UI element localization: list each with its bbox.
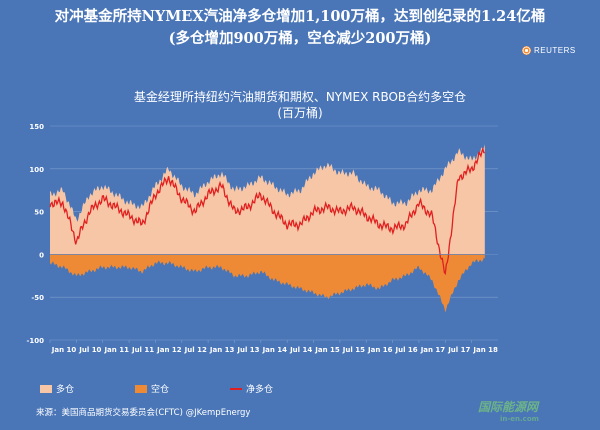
chart-subtitle: (百万桶)	[277, 106, 323, 120]
watermark-main: 国际能源网	[478, 400, 539, 414]
y-tick-label: 50	[34, 209, 44, 217]
series-net-line	[49, 146, 485, 276]
x-tick-label: Jul 16	[395, 346, 418, 354]
x-tick-label: Jan 14	[262, 346, 288, 354]
x-tick-label: Jan 11	[103, 346, 129, 354]
legend-label-net: 净多仓	[246, 385, 274, 395]
reuters-dot-logo-icon	[522, 46, 531, 55]
y-tick-label: -100	[26, 337, 44, 345]
y-tick-label: -50	[31, 294, 44, 302]
chart-title: 基金经理所持纽约汽油期货和期权、NYMEX RBOB合约多空仓	[133, 90, 467, 104]
x-tick-label: Jul 14	[289, 346, 312, 354]
headline: 对冲基金所持NYMEX汽油净多仓增加1,100万桶，达到创纪录的1.24亿桶 (…	[0, 6, 600, 50]
x-tick-label: Jul 11	[131, 346, 154, 354]
x-tick-label: Jan 16	[367, 346, 393, 354]
watermark-sub: in-en.com	[500, 415, 539, 423]
x-tick-label: Jul 13	[236, 346, 259, 354]
x-tick-label: Jul 15	[342, 346, 365, 354]
source-note: 来源：美国商品期货交易委员会(CFTC) @JKempEnergy	[36, 408, 251, 418]
legend-item-net: 净多仓	[230, 382, 325, 395]
y-tick-label: 0	[39, 251, 44, 259]
x-tick-label: Jan 15	[314, 346, 340, 354]
x-tick-label: Jan 12	[156, 346, 182, 354]
watermark: 国际能源网 in-en.com	[478, 398, 539, 423]
x-tick-label: Jan 17	[420, 346, 446, 354]
legend-swatch-net	[230, 387, 242, 390]
legend: 多仓 空仓 净多仓	[40, 382, 325, 395]
x-tick-label: Jan 18	[472, 346, 498, 354]
legend-swatch-short	[135, 384, 147, 393]
brand-logo: REUTERS	[522, 46, 576, 55]
x-tick-label: Jul 12	[184, 346, 207, 354]
y-tick-label: 150	[29, 123, 44, 131]
x-tick-label: Jul 10	[78, 346, 101, 354]
brand-name: REUTERS	[534, 46, 576, 55]
x-tick-label: Jan 10	[51, 346, 77, 354]
headline-line-1: 对冲基金所持NYMEX汽油净多仓增加1,100万桶，达到创纪录的1.24亿桶	[54, 8, 546, 25]
series-short-area	[50, 254, 485, 313]
legend-label-long: 多仓	[56, 385, 75, 395]
legend-label-short: 空仓	[151, 385, 170, 395]
x-tick-label: Jul 17	[447, 346, 470, 354]
y-tick-label: 100	[29, 166, 44, 174]
legend-item-long: 多仓	[40, 382, 135, 395]
legend-swatch-long	[40, 384, 52, 393]
headline-line-2: (多仓增加900万桶，空仓减少200万桶)	[168, 30, 432, 47]
legend-item-short: 空仓	[135, 382, 230, 395]
x-tick-label: Jan 13	[209, 346, 235, 354]
